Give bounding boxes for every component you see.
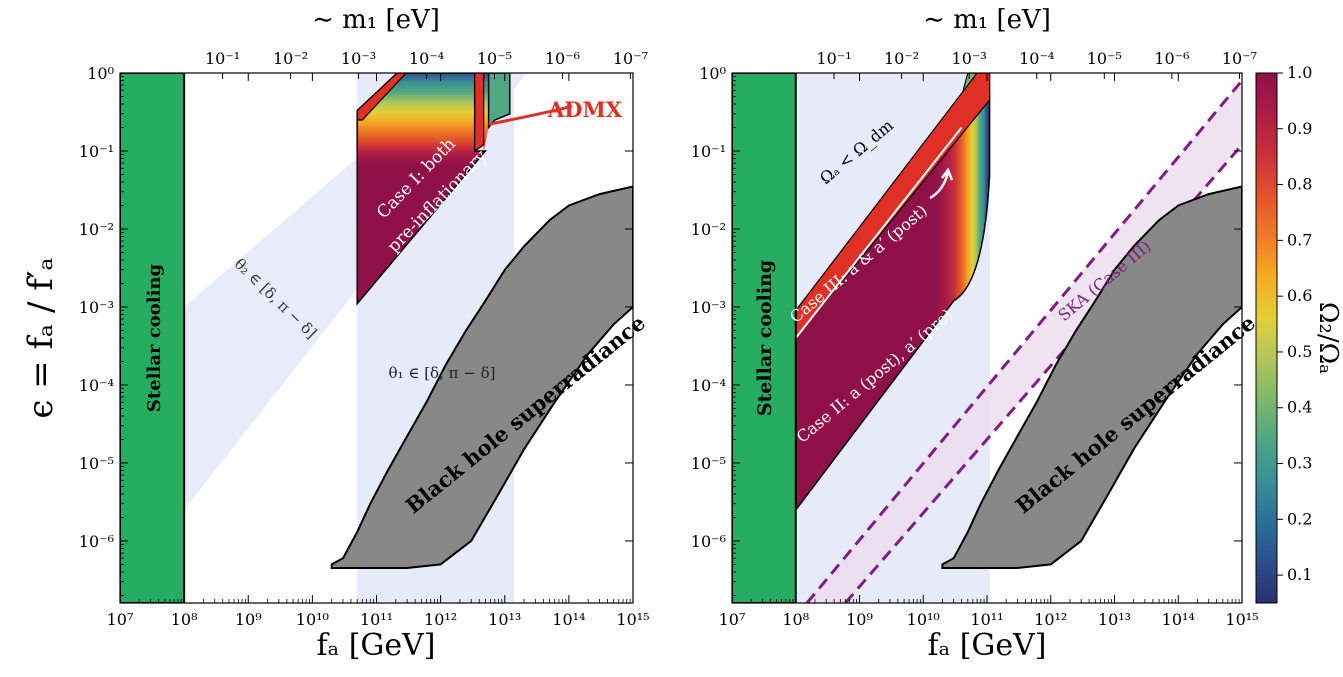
- x-tick-label: 10¹⁵: [616, 610, 649, 629]
- top-tick-label: 10⁻⁶: [1154, 49, 1189, 68]
- y-tick-label: 10⁻¹: [691, 142, 726, 161]
- x-tick-label: 10⁸: [171, 610, 198, 629]
- top-tick-label: 10⁻³: [341, 49, 376, 68]
- y-tick-label: 10⁻⁴: [691, 376, 726, 395]
- colorbar-label: Ω₂/Ωₐ: [1313, 302, 1343, 374]
- top-tick-label: 10⁻³: [952, 49, 987, 68]
- stellar-cooling-region: [120, 73, 186, 603]
- y-tick-label: 10⁻³: [691, 298, 726, 317]
- colorbar-ticks: 0.1 0.2 0.3 0.4 0.5 0.6 0.7 0.8 0.9 1.0: [1277, 63, 1312, 584]
- colorbar-strip: [1255, 72, 1278, 604]
- case1-top-fill-a: [483, 73, 489, 151]
- colorbar-tick-label: 0.5: [1287, 342, 1312, 361]
- colorbar-tick-label: 0.2: [1287, 509, 1312, 528]
- right-top-axis-label: ∼ m₁ [eV]: [923, 5, 1051, 35]
- y-tick-label: 10⁻²: [691, 220, 726, 239]
- admx-arrow: [488, 104, 573, 126]
- ska-region: [807, 80, 1242, 603]
- y-tick-label: 10⁻⁶: [691, 532, 726, 551]
- y-tick-label: 10⁻⁵: [79, 454, 114, 473]
- left-panel: 10⁷ 10⁸ 10⁹ 10¹⁰ 10¹¹ 10¹² 10¹³ 10¹⁴ 10¹⁵ 10⁰ 10⁻¹…: [21, 5, 650, 663]
- x-tick-label: 10¹⁴: [1162, 610, 1195, 629]
- x-tick-label: 10⁸: [782, 610, 809, 629]
- admx-band-2: [474, 73, 485, 153]
- theta1-label: θ₁ ∈ [δ, π − δ]: [389, 364, 496, 382]
- stellar-cooling-label: Stellar cooling: [144, 264, 165, 413]
- x-tick-label: 10⁷: [107, 610, 134, 629]
- theta2-band: [184, 73, 527, 510]
- x-tick-label: 10¹¹: [970, 610, 1003, 629]
- top-tick-label: 10⁻⁷: [1222, 49, 1257, 68]
- top-tick-label: 10⁻⁴: [409, 49, 444, 68]
- stellar-cooling-region-right: [732, 73, 797, 603]
- right-x-axis-label: fₐ [GeV]: [927, 628, 1046, 663]
- colorbar-tick-label: 1.0: [1287, 63, 1312, 82]
- x-tick-label: 10¹³: [1098, 610, 1131, 629]
- admx-band-1: [356, 73, 408, 121]
- colorbar-tick-label: 0.1: [1287, 565, 1312, 584]
- top-tick-label: 10⁻⁵: [1087, 49, 1122, 68]
- colorbar-tick-label: 0.6: [1287, 286, 1312, 305]
- colorbar-tick-label: 0.9: [1287, 119, 1312, 138]
- x-tick-label: 10¹⁵: [1225, 610, 1258, 629]
- x-tick-label: 10¹¹: [360, 610, 393, 629]
- right-panel: 10⁷ 10⁸ 10⁹ 10¹⁰ 10¹¹ 10¹² 10¹³ 10¹⁴ 10¹⁵ 10⁰ 10⁻¹…: [691, 5, 1260, 663]
- colorbar-tick-label: 0.7: [1287, 230, 1312, 249]
- x-tick-label: 10⁹: [235, 610, 262, 629]
- case1-top-fill-b: [487, 73, 511, 130]
- left-top-axis-label: ∼ m₁ [eV]: [312, 5, 440, 35]
- y-tick-label: 10⁻³: [79, 298, 114, 317]
- x-tick-label: 10¹⁰: [296, 610, 329, 629]
- case3-arrow: [929, 167, 954, 200]
- left-x-axis-label: fₐ [GeV]: [316, 628, 435, 663]
- black-hole-superradiance-region-right: [941, 185, 1242, 569]
- x-tick-label: 10⁷: [719, 610, 746, 629]
- top-tick-label: 10⁻⁴: [1019, 49, 1054, 68]
- y-tick-label: 10⁻⁴: [79, 376, 114, 395]
- x-tick-label: 10¹²: [424, 610, 457, 629]
- x-tick-label: 10¹²: [1034, 610, 1067, 629]
- case2-region: [795, 94, 991, 513]
- x-tick-label: 10¹⁰: [907, 610, 940, 629]
- x-tick-label: 10¹³: [488, 610, 521, 629]
- admx-label: ADMX: [547, 97, 623, 122]
- y-tick-label: 10⁻⁵: [691, 454, 726, 473]
- y-tick-label: 10⁻⁶: [79, 532, 114, 551]
- case3-line: [794, 126, 963, 339]
- top-tick-label: 10⁻⁶: [545, 49, 580, 68]
- y-tick-label: 10⁻¹: [79, 142, 114, 161]
- left-ticks: 10⁷ 10⁸ 10⁹ 10¹⁰ 10¹¹ 10¹² 10¹³ 10¹⁴ 10¹⁵ 10⁰ 10⁻¹…: [79, 49, 650, 629]
- colorbar-tick-label: 0.8: [1287, 175, 1312, 194]
- colorbar-tick-label: 0.3: [1287, 454, 1312, 473]
- top-tick-label: 10⁻⁷: [613, 49, 648, 68]
- top-tick-label: 10⁻²: [273, 49, 308, 68]
- y-tick-label: 10⁰: [87, 64, 114, 83]
- stellar-cooling-label-right: Stellar cooling: [754, 260, 776, 416]
- right-ticks: 10⁷ 10⁸ 10⁹ 10¹⁰ 10¹¹ 10¹² 10¹³ 10¹⁴ 10¹⁵ 10⁰ 10⁻¹…: [691, 49, 1259, 629]
- black-hole-superradiance-region: [330, 185, 633, 569]
- y-axis-label: ϵ = fₐ / f′ₐ: [21, 257, 61, 418]
- top-tick-label: 10⁻²: [884, 49, 919, 68]
- y-tick-label: 10⁻²: [79, 220, 114, 239]
- x-tick-label: 10⁹: [846, 610, 873, 629]
- top-tick-label: 10⁻¹: [205, 49, 240, 68]
- top-tick-label: 10⁻⁵: [477, 49, 512, 68]
- colorbar: 0.1 0.2 0.3 0.4 0.5 0.6 0.7 0.8 0.9 1.0 Ω₂/Ωₐ: [1255, 63, 1343, 604]
- x-tick-label: 10¹⁴: [552, 610, 585, 629]
- y-tick-label: 10⁰: [699, 64, 726, 83]
- colorbar-tick-label: 0.4: [1287, 398, 1312, 417]
- top-tick-label: 10⁻¹: [816, 49, 851, 68]
